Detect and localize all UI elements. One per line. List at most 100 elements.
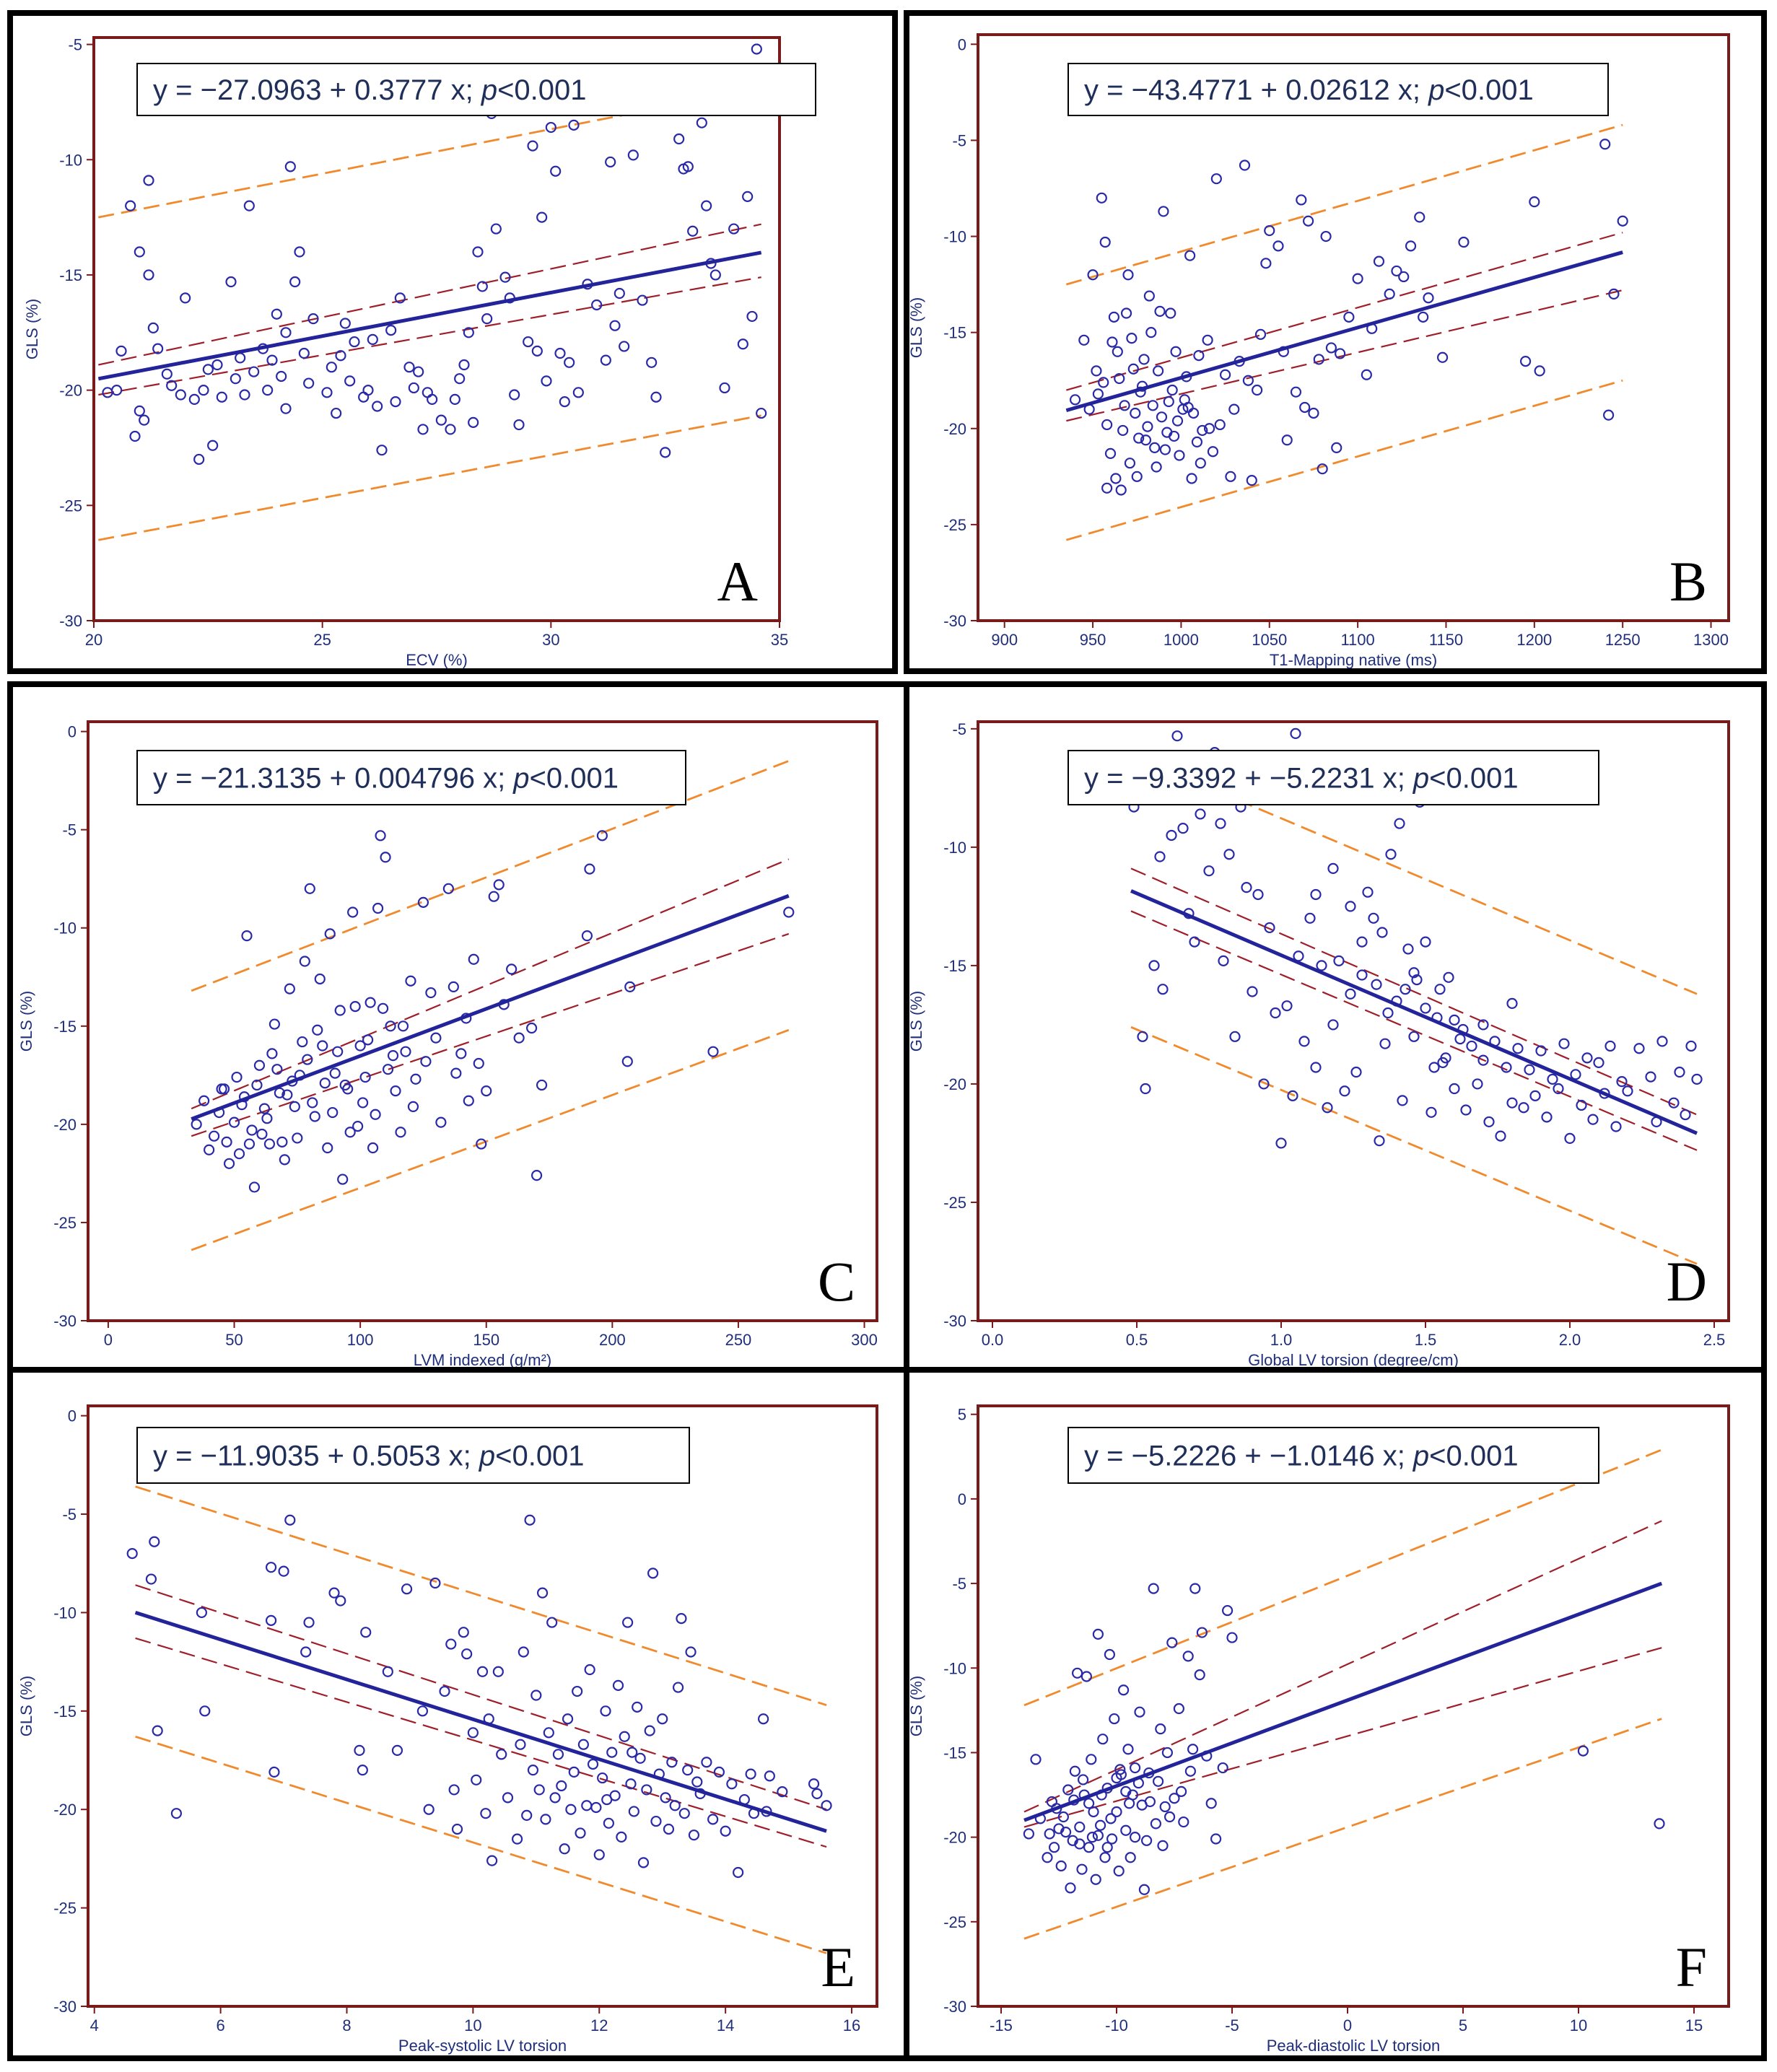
data-point	[758, 1713, 769, 1725]
data-point	[442, 883, 454, 894]
data-point	[1376, 927, 1388, 938]
data-point	[1046, 1796, 1058, 1808]
p-value: <0.001	[495, 1441, 584, 1472]
data-point	[1617, 215, 1628, 227]
regression-line	[1065, 250, 1623, 413]
data-point	[669, 1800, 681, 1811]
data-point	[139, 414, 150, 426]
data-point	[1391, 265, 1402, 277]
y-tick-label: -15	[943, 957, 966, 975]
regression-equation: y = −43.4771 + 0.02612 x; p<0.001	[1084, 74, 1534, 106]
data-point	[1170, 346, 1182, 357]
y-tick-label: -10	[53, 1604, 77, 1622]
data-point	[1599, 139, 1611, 150]
data-point	[1210, 173, 1222, 185]
data-point	[202, 364, 214, 375]
data-point	[1152, 1775, 1164, 1787]
data-point	[1239, 159, 1251, 171]
data-point	[1518, 1102, 1529, 1114]
data-point	[1069, 394, 1081, 406]
data-point	[279, 1154, 290, 1166]
prediction-interval-upper	[1065, 123, 1623, 286]
data-point	[1454, 1033, 1466, 1045]
data-point	[294, 246, 305, 258]
data-point	[525, 1022, 538, 1034]
data-point	[357, 1097, 369, 1109]
y-tick-label: 5	[958, 1406, 966, 1424]
data-point	[1645, 1071, 1656, 1083]
data-point	[1287, 1090, 1298, 1101]
data-point	[289, 276, 301, 288]
data-point	[1143, 290, 1155, 302]
data-point	[745, 1768, 756, 1780]
data-point	[546, 1617, 558, 1628]
data-point	[1320, 230, 1332, 242]
x-tick-label: -15	[990, 2016, 1013, 2034]
data-point	[331, 407, 342, 419]
data-point	[1161, 1747, 1174, 1759]
data-point	[115, 345, 127, 357]
data-point	[1229, 1031, 1241, 1042]
data-point	[1187, 1744, 1199, 1755]
data-point	[1074, 1821, 1086, 1833]
data-point	[1449, 1014, 1460, 1026]
data-point	[1333, 955, 1345, 966]
data-point	[1195, 808, 1206, 820]
data-point	[1023, 1828, 1035, 1840]
prediction-interval-upper	[191, 760, 790, 992]
data-point	[634, 1752, 646, 1764]
data-point	[276, 1136, 288, 1148]
data-point	[289, 1101, 300, 1112]
data-point	[1205, 1798, 1217, 1809]
confidence-interval-upper	[191, 858, 790, 1110]
data-point	[531, 1170, 543, 1181]
panel-f: -15 -10 -5 0 5 10 15 5 0 -5 -10 -15 -20 -25 -30 Peak-di…	[904, 1367, 1767, 2061]
y-tick-label: -30	[53, 1312, 77, 1330]
data-point	[1308, 407, 1319, 419]
regression-equation: y = −27.0963 + 0.3777 x; p<0.001	[153, 74, 587, 106]
data-point	[1310, 1062, 1322, 1073]
data-point	[332, 1046, 344, 1057]
data-point	[166, 380, 178, 391]
data-point	[1123, 1798, 1135, 1809]
y-tick-label: -15	[53, 1018, 77, 1036]
data-point	[284, 1514, 296, 1526]
panel-letter: A	[717, 550, 758, 613]
data-point	[1385, 849, 1397, 860]
y-tick-label: -15	[59, 266, 82, 284]
data-point	[468, 416, 479, 428]
data-point	[1356, 936, 1368, 948]
data-point	[627, 149, 639, 161]
y-tick-label: -20	[53, 1116, 77, 1134]
data-point	[605, 156, 616, 168]
data-point	[1587, 1114, 1599, 1125]
data-point	[1129, 1832, 1141, 1843]
data-point	[552, 1749, 564, 1760]
data-point	[1246, 986, 1258, 997]
data-point	[1158, 206, 1169, 217]
data-point	[531, 345, 543, 357]
data-point	[568, 119, 580, 131]
data-point	[591, 299, 603, 311]
data-point	[1184, 1765, 1197, 1777]
plot-area	[87, 1404, 878, 2008]
data-point	[1440, 1052, 1451, 1064]
data-point	[1053, 1823, 1065, 1835]
x-tick-label: 35	[771, 631, 788, 649]
data-point	[1147, 400, 1158, 411]
data-point	[713, 1766, 725, 1778]
data-point	[1074, 1838, 1086, 1850]
data-point	[309, 1111, 320, 1122]
y-tick-label: -20	[53, 1801, 77, 1819]
data-point	[1169, 430, 1180, 442]
data-point	[657, 1713, 668, 1725]
data-point	[509, 389, 520, 401]
prediction-interval-lower	[1065, 379, 1623, 541]
data-point	[1325, 342, 1337, 354]
data-point	[1223, 849, 1235, 860]
data-point	[728, 223, 740, 235]
data-point	[499, 271, 511, 283]
panel-c: 0 50 100 150 200 250 300 0 -5 -10 -15 -20 -25 -30 LVM …	[7, 681, 909, 1373]
data-point	[439, 1685, 450, 1697]
data-point	[1472, 1078, 1483, 1090]
